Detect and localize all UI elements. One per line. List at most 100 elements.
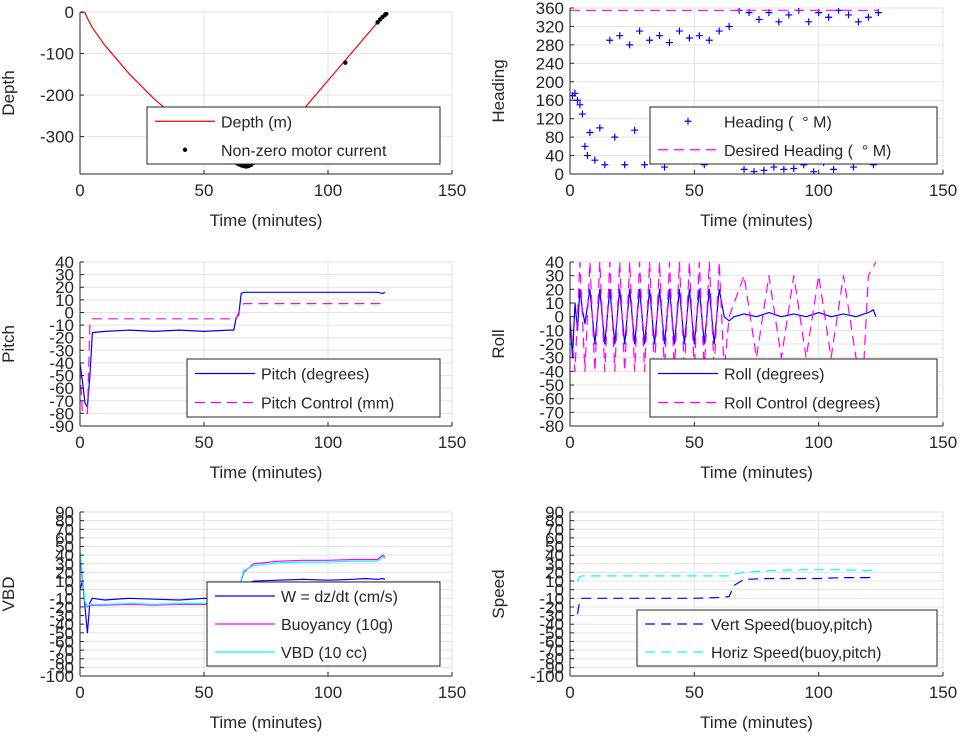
- y-tick-label: -90: [539, 658, 564, 677]
- y-tick-label: 0: [555, 165, 564, 184]
- y-tick-label: -40: [49, 615, 74, 634]
- x-axis-label: Time (minutes): [210, 713, 323, 732]
- data-point: [854, 18, 862, 26]
- data-point: [685, 34, 693, 42]
- data-point: [343, 60, 348, 65]
- x-tick-label: 0: [75, 181, 84, 200]
- data-point: [586, 129, 594, 136]
- x-tick-label: 150: [438, 433, 466, 452]
- y-tick-label: -100: [530, 667, 564, 686]
- legend: Roll (degrees) Roll Control (degrees): [649, 358, 938, 418]
- data-point: [646, 36, 654, 44]
- chart-panel-3: 0 50 100 150-90-80-70-60-50-40-30-20-100102…: [0, 253, 466, 482]
- series-2: [576, 569, 874, 582]
- y-tick-label: 40: [55, 546, 74, 565]
- x-tick-label: 0: [565, 683, 574, 702]
- data-point: [805, 18, 813, 26]
- y-tick-label: -30: [49, 341, 74, 360]
- series-1: [576, 576, 876, 615]
- x-tick-label: 100: [804, 181, 832, 200]
- data-point: [621, 161, 629, 169]
- x-tick-label: 150: [438, 683, 466, 702]
- x-tick-label: 100: [314, 683, 342, 702]
- y-tick-label: -80: [49, 650, 74, 669]
- data-point: [849, 163, 857, 171]
- y-tick-label: -70: [539, 641, 564, 660]
- y-tick-label: -40: [49, 354, 74, 373]
- data-point: [375, 20, 380, 25]
- data-point: [874, 9, 882, 17]
- x-axis-label: Time (minutes): [210, 211, 323, 230]
- y-tick-label: 70: [545, 520, 564, 539]
- x-tick-label: 50: [195, 683, 214, 702]
- data-point: [384, 12, 389, 16]
- data-point: [606, 36, 614, 44]
- data-point: [656, 32, 664, 40]
- y-tick-label: -100: [40, 45, 74, 64]
- y-axis-label: Heading: [489, 59, 508, 122]
- legend-label: Depth (m): [221, 114, 292, 131]
- series-1: [80, 291, 386, 408]
- data-point: [675, 27, 683, 35]
- y-tick-label: 0: [65, 3, 74, 22]
- y-tick-label: 20: [545, 280, 564, 299]
- y-tick-label: 10: [545, 572, 564, 591]
- data-point: [825, 13, 833, 21]
- legend: Heading ( ° M) Desired Heading ( ° M): [649, 106, 938, 165]
- legend: W = dz/dt (cm/s) Buoyancy (10g) VBD (10 cc…: [206, 581, 441, 667]
- y-tick-label: 240: [536, 54, 564, 73]
- y-tick-label: 120: [536, 110, 564, 129]
- y-axis-label: Pitch: [0, 325, 18, 363]
- x-tick-label: 100: [804, 433, 832, 452]
- data-point: [583, 152, 591, 160]
- data-point: [611, 133, 619, 141]
- data-point: [810, 168, 818, 174]
- data-point: [830, 165, 838, 173]
- y-tick-label: 10: [55, 291, 74, 310]
- y-tick-label: 20: [55, 278, 74, 297]
- x-tick-label: 50: [195, 433, 214, 452]
- y-tick-label: 20: [545, 563, 564, 582]
- y-tick-label: -80: [539, 417, 564, 436]
- y-tick-label: 0: [65, 581, 74, 600]
- x-tick-label: 100: [804, 683, 832, 702]
- y-tick-label: 280: [536, 36, 564, 55]
- data-point: [750, 168, 758, 174]
- y-tick-label: -20: [539, 335, 564, 354]
- y-tick-label: 30: [55, 266, 74, 285]
- x-tick-label: 50: [685, 433, 704, 452]
- x-tick-label: 100: [314, 433, 342, 452]
- y-tick-label: 60: [545, 529, 564, 548]
- x-tick-label: 50: [685, 181, 704, 200]
- chart-panel-6: 0 50 100 150-100-90-80-70-60-50-40-30-20-10…: [489, 503, 957, 732]
- y-tick-label: -10: [49, 316, 74, 335]
- y-tick-label: -10: [539, 321, 564, 340]
- legend-box: [649, 106, 938, 165]
- data-point: [775, 18, 783, 26]
- y-tick-label: 40: [545, 546, 564, 565]
- y-tick-label: -300: [40, 128, 74, 147]
- y-tick-label: -90: [49, 658, 74, 677]
- series-line: [576, 576, 876, 615]
- chart-panel-1: 0 50 100 150 -300 -200 -100 0 Time (minutes) Dept…: [0, 3, 466, 230]
- y-tick-label: -60: [49, 379, 74, 398]
- legend-label: Heading ( ° M): [724, 114, 832, 131]
- y-tick-label: 70: [55, 520, 74, 539]
- chart-panel-4: 0 50 100 150-80-70-60-50-40-30-20-100102030…: [489, 253, 957, 482]
- y-tick-label: 10: [545, 294, 564, 313]
- legend-label: Roll (degrees): [724, 367, 824, 384]
- y-tick-label: 0: [555, 308, 564, 327]
- legend-swatch: [182, 147, 188, 152]
- y-tick-label: -80: [539, 650, 564, 669]
- data-point: [573, 96, 581, 104]
- y-tick-label: 80: [545, 512, 564, 531]
- data-point: [596, 124, 604, 132]
- y-tick-label: -30: [539, 607, 564, 626]
- y-tick-label: -60: [539, 632, 564, 651]
- y-tick-label: -50: [539, 624, 564, 643]
- x-tick-label: 100: [314, 181, 342, 200]
- data-point: [578, 110, 586, 118]
- data-point: [780, 165, 788, 173]
- x-tick-label: 150: [929, 433, 957, 452]
